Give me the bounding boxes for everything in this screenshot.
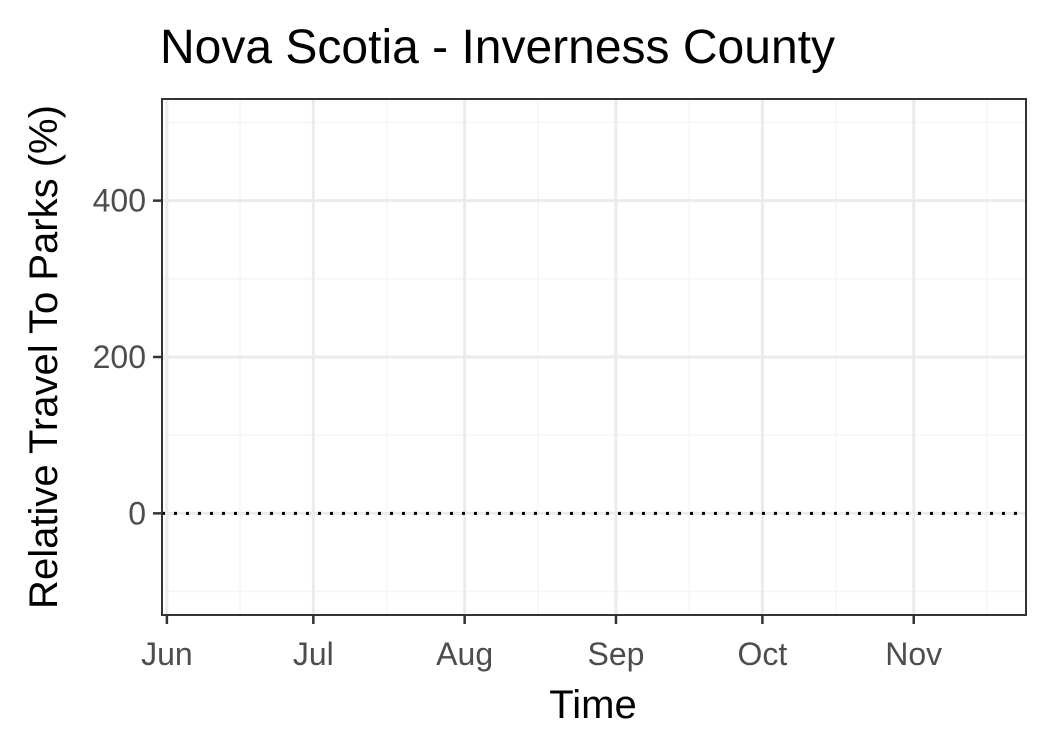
y-axis: 0 200 400 xyxy=(93,183,162,531)
y-axis-title: Relative Travel To Parks (%) xyxy=(22,105,66,609)
x-tick-label: Aug xyxy=(436,636,493,672)
y-tick-label: 200 xyxy=(93,339,146,375)
x-axis-title: Time xyxy=(549,683,636,727)
x-tick-label: Jul xyxy=(293,636,334,672)
x-tick-label: Oct xyxy=(738,636,788,672)
x-axis: Jun Jul Aug Sep Oct Nov xyxy=(141,615,942,672)
chart-title: Nova Scotia - Inverness County xyxy=(160,21,835,74)
x-tick-label: Sep xyxy=(587,636,644,672)
x-tick-label: Jun xyxy=(141,636,193,672)
y-tick-label: 0 xyxy=(128,495,146,531)
y-tick-label: 400 xyxy=(93,183,146,219)
x-tick-label: Nov xyxy=(885,636,942,672)
